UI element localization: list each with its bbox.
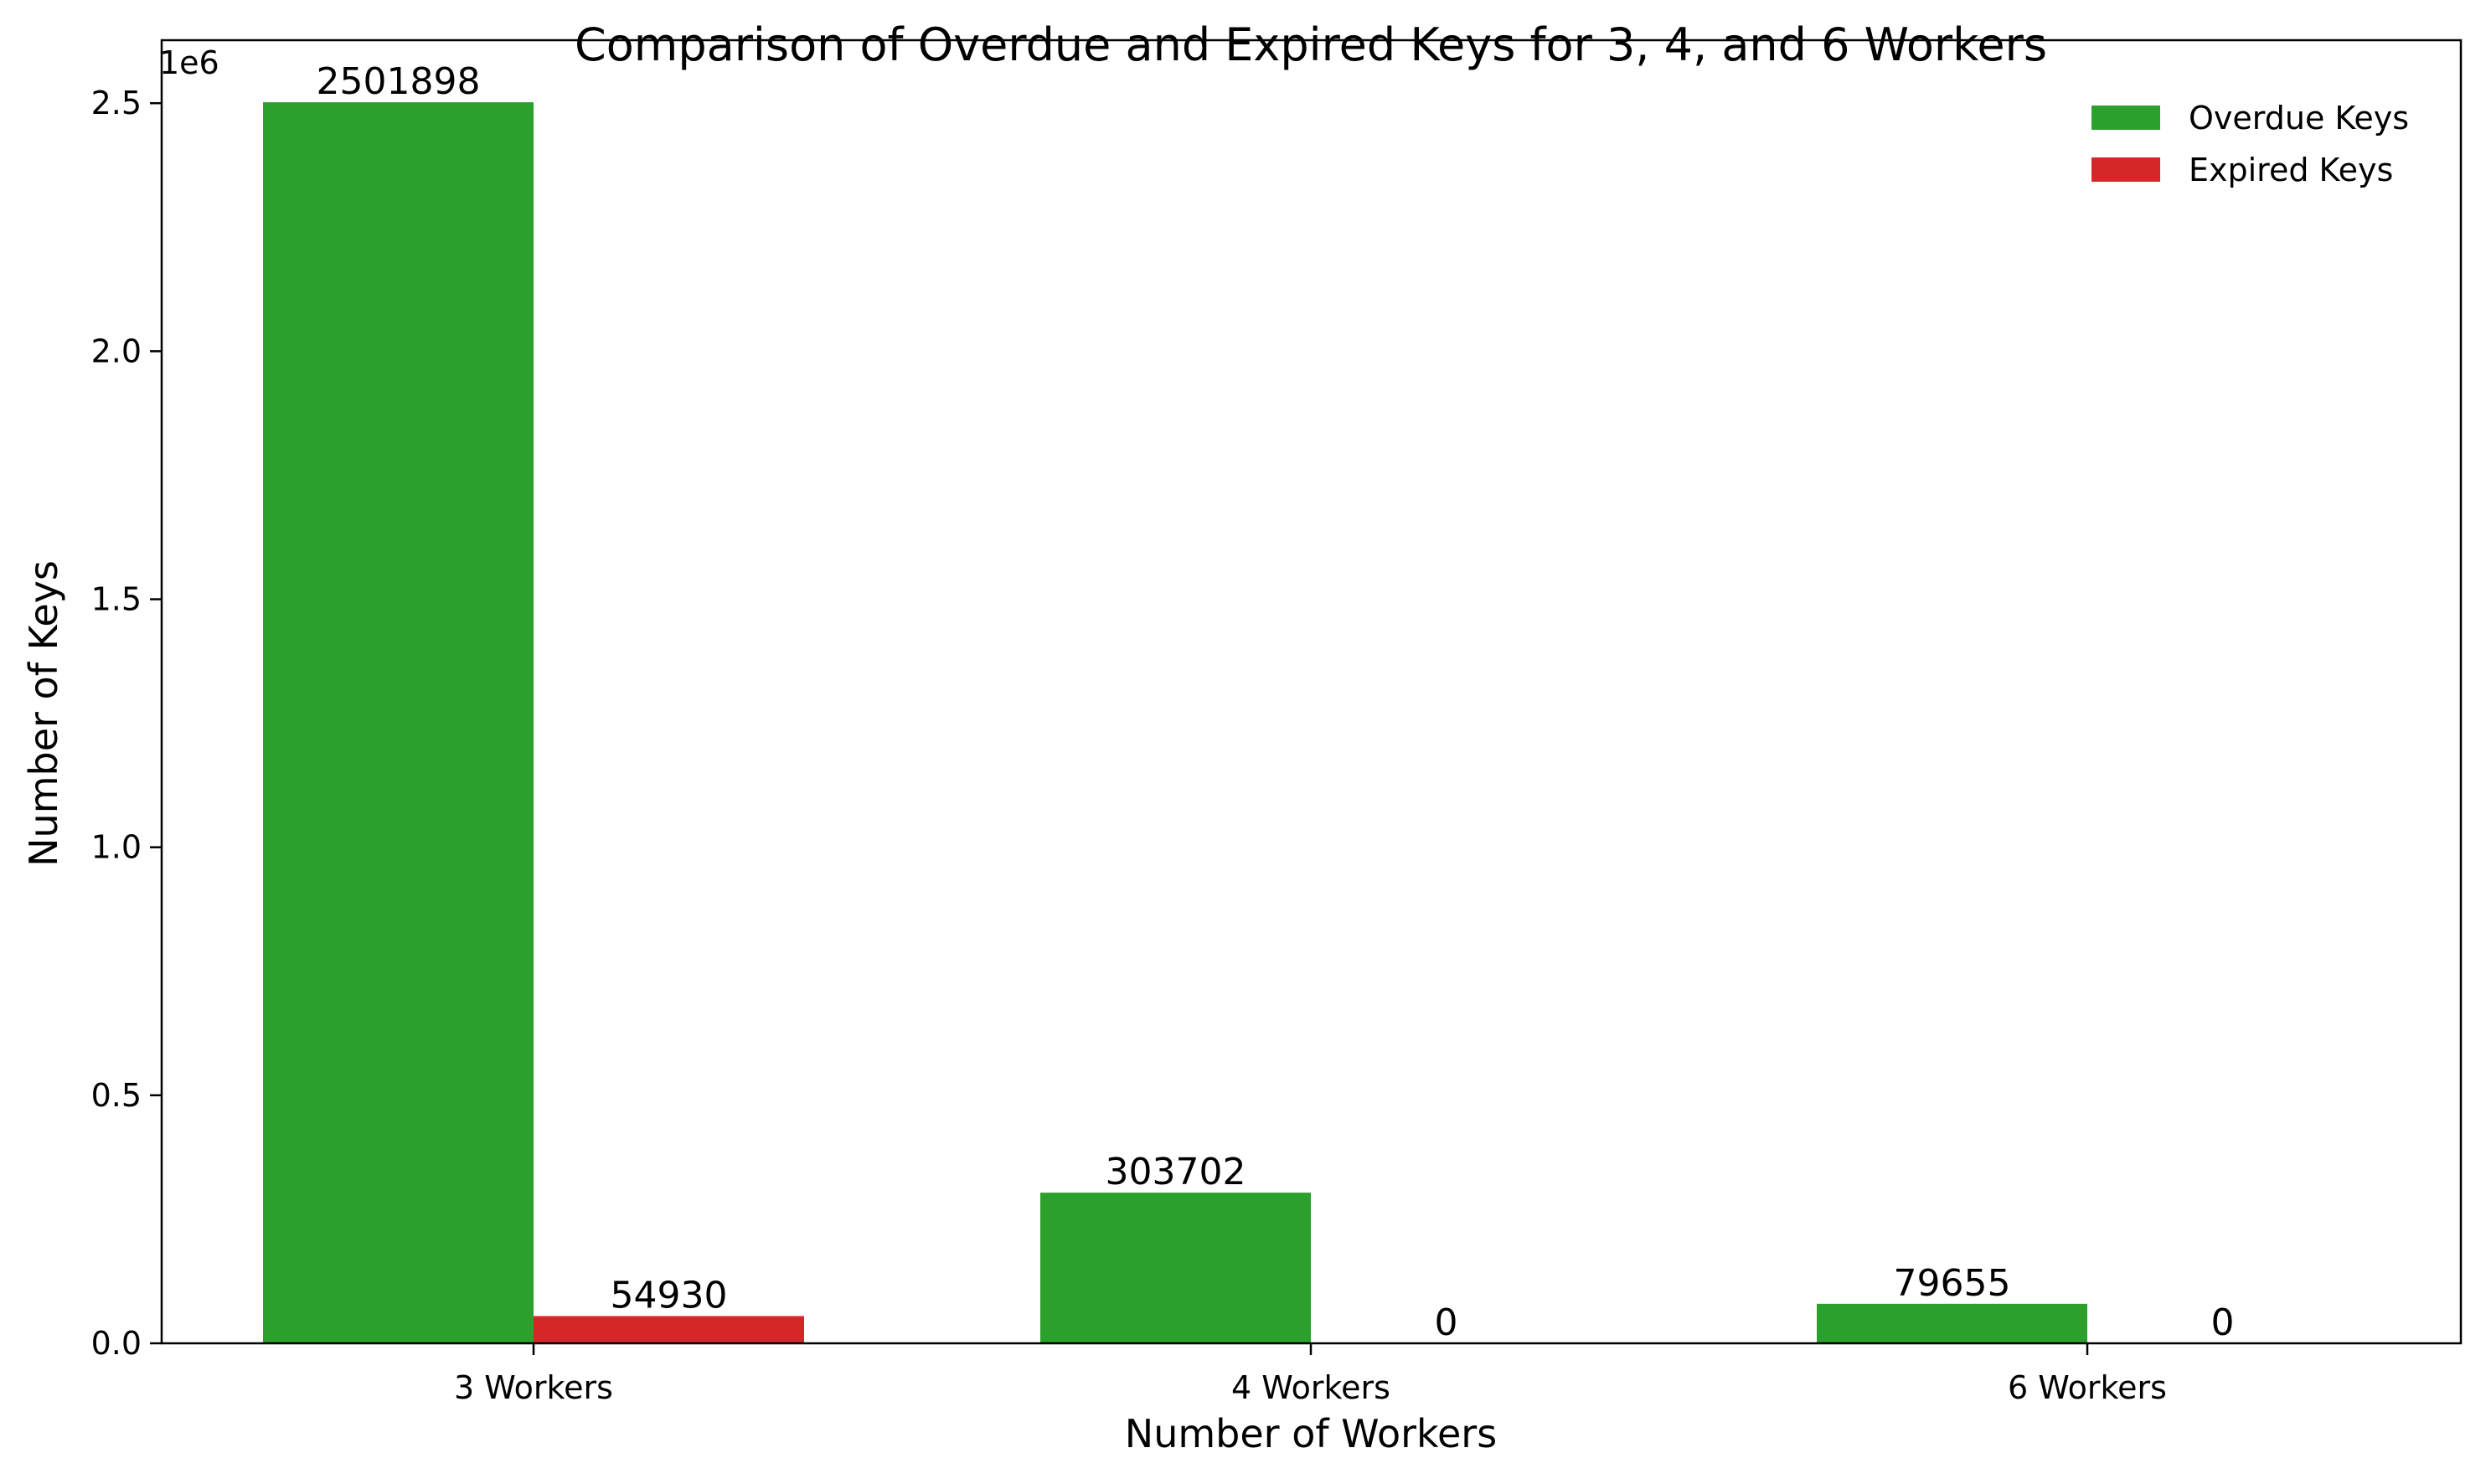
bars-group: [263, 102, 2087, 1343]
y-axis-ticks: 0.0 0.5 1.0 1.5 2.0 2.5: [91, 85, 162, 1362]
value-label-expired-keys-2: 0: [2211, 1301, 2235, 1344]
value-labels-group: 2501898 303702 79655 54930 0 0: [317, 60, 2235, 1344]
y-tick-label: 1.5: [91, 581, 142, 618]
x-tick-label: 6 Workers: [2008, 1369, 2167, 1406]
y-tick-label: 0.0: [91, 1325, 142, 1362]
y-axis-offset-label: 1e6: [159, 44, 219, 81]
y-tick-label: 2.5: [91, 85, 142, 121]
bar-overdue-keys-1: [1040, 1193, 1311, 1343]
y-tick-label: 0.5: [91, 1077, 142, 1114]
legend-label-overdue-keys: Overdue Keys: [2189, 100, 2409, 137]
plot-area-frame: [160, 39, 2463, 1345]
legend-label-expired-keys: Expired Keys: [2189, 152, 2393, 188]
x-tick-label: 3 Workers: [454, 1369, 613, 1406]
legend-swatch-expired-keys: [2091, 157, 2160, 182]
bar-expired-keys-0: [534, 1316, 804, 1343]
x-axis-ticks: 3 Workers 4 Workers 6 Workers: [454, 1343, 2167, 1406]
value-label-expired-keys-1: 0: [1435, 1301, 1458, 1344]
bar-overdue-keys-0: [263, 102, 534, 1343]
y-tick-label: 2.0: [91, 332, 142, 369]
x-axis-label: Number of Workers: [1125, 1411, 1497, 1456]
legend: Overdue Keys Expired Keys: [2091, 100, 2409, 188]
value-label-expired-keys-0: 54930: [611, 1274, 728, 1317]
y-axis-label: Number of Keys: [21, 560, 66, 867]
value-label-overdue-keys-1: 303702: [1106, 1151, 1246, 1193]
y-tick-label: 1.0: [91, 829, 142, 866]
legend-swatch-overdue-keys: [2091, 106, 2160, 130]
x-tick-label: 4 Workers: [1231, 1369, 1390, 1406]
value-label-overdue-keys-2: 79655: [1894, 1262, 2011, 1305]
value-label-overdue-keys-0: 2501898: [317, 60, 481, 103]
bar-overdue-keys-2: [1817, 1303, 2087, 1343]
chart-title: Comparison of Overdue and Expired Keys f…: [575, 18, 2047, 71]
